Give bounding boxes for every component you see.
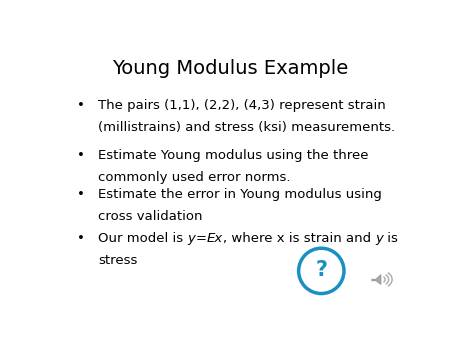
Text: •: • [77,99,85,112]
Text: is: is [383,232,398,245]
Text: y: y [375,232,383,245]
Text: Our model is: Our model is [98,232,188,245]
Text: =: = [195,232,207,245]
Text: Ex: Ex [207,232,223,245]
Text: cross validation: cross validation [98,210,202,223]
Text: Estimate the error in Young modulus using: Estimate the error in Young modulus usin… [98,188,382,201]
Text: The pairs (1,1), (2,2), (4,3) represent strain: The pairs (1,1), (2,2), (4,3) represent … [98,99,386,112]
Text: Young Modulus Example: Young Modulus Example [112,59,349,78]
Text: stress: stress [98,254,138,267]
Text: ?: ? [315,260,327,280]
Text: Estimate Young modulus using the three: Estimate Young modulus using the three [98,149,369,162]
Text: •: • [77,188,85,201]
Text: (millistrains) and stress (ksi) measurements.: (millistrains) and stress (ksi) measurem… [98,121,395,134]
Text: •: • [77,232,85,245]
Text: y: y [188,232,195,245]
Text: commonly used error norms.: commonly used error norms. [98,171,291,184]
Text: , where x is strain and: , where x is strain and [223,232,375,245]
Text: •: • [77,149,85,162]
Polygon shape [372,274,381,284]
